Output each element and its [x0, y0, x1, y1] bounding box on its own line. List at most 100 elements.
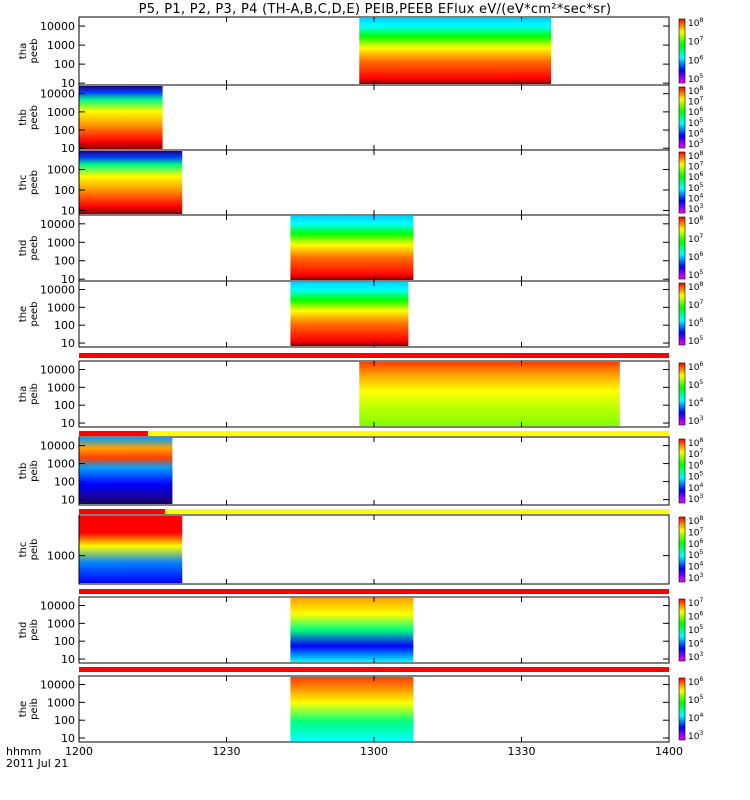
colorbar-tick-label: 107 — [688, 526, 703, 538]
y-tick-label: 100 — [54, 319, 75, 332]
panel-label: thbpeeb — [18, 105, 40, 130]
spectrogram-block — [359, 362, 620, 426]
colorbar-tick-label: 105 — [688, 335, 703, 347]
colorbar-tick-label: 108 — [688, 17, 703, 29]
colorbar-tick-label: 103 — [688, 415, 703, 427]
x-tick-label: 1230 — [213, 745, 241, 758]
colorbar-tick-label: 107 — [688, 36, 703, 48]
colorbar-tick-label: 104 — [688, 561, 703, 573]
spectrogram-block — [359, 18, 551, 84]
colorbar-tick-label: 103 — [688, 730, 703, 742]
y-tick-label: 1000 — [47, 381, 75, 394]
colorbar-tick-label: 104 — [688, 712, 703, 724]
y-tick-label: 10 — [61, 204, 75, 217]
y-tick-label: 100 — [54, 255, 75, 268]
x-tick-label: 1300 — [360, 745, 388, 758]
panel-label: thepeib — [18, 698, 40, 720]
separator-band — [79, 589, 669, 594]
y-tick-label: 10 — [61, 653, 75, 666]
colorbar-tick-label: 104 — [688, 482, 703, 494]
colorbar — [678, 438, 686, 504]
colorbar-tick-label: 105 — [688, 379, 703, 391]
y-tick-label: 1000 — [47, 164, 75, 177]
colorbar-tick-label: 105 — [688, 624, 703, 636]
colorbar-tick-label: 108 — [688, 150, 703, 162]
y-tick-label: 1000 — [47, 550, 75, 563]
colorbar-tick-label: 105 — [688, 73, 703, 85]
separator-band — [79, 353, 669, 358]
colorbar-tick-label: 107 — [688, 233, 703, 245]
panel-label: thapeib — [18, 383, 40, 405]
colorbar-tick-label: 107 — [688, 597, 703, 609]
y-tick-label: 10000 — [40, 218, 75, 231]
colorbar-tick-label: 106 — [688, 538, 703, 550]
spectrogram-block — [290, 598, 414, 662]
spectrogram-block — [79, 438, 173, 504]
colorbar-tick-label: 105 — [688, 182, 703, 194]
y-tick-label: 100 — [54, 124, 75, 137]
colorbar-tick-label: 104 — [688, 397, 703, 409]
colorbar — [678, 677, 686, 741]
x-axis-date-label: 2011 Jul 21 — [6, 757, 69, 770]
y-tick-label: 100 — [54, 476, 75, 489]
spectrogram-block — [79, 516, 183, 583]
y-tick-label: 10000 — [40, 364, 75, 377]
panel-label: thcpeeb — [18, 170, 40, 195]
panel-label: thcpeib — [18, 539, 40, 561]
colorbar — [678, 86, 686, 149]
separator-band — [79, 431, 148, 436]
y-tick-label: 10000 — [40, 600, 75, 613]
y-tick-label: 10 — [61, 732, 75, 745]
y-tick-label: 10000 — [40, 88, 75, 101]
colorbar-tick-label: 108 — [688, 85, 703, 97]
y-tick-label: 10000 — [40, 679, 75, 692]
y-tick-label: 10 — [61, 77, 75, 90]
colorbar-tick-label: 103 — [688, 572, 703, 584]
colorbar-tick-label: 103 — [688, 493, 703, 505]
y-tick-label: 1000 — [47, 236, 75, 249]
y-tick-label: 1000 — [47, 696, 75, 709]
colorbar-tick-label: 107 — [688, 161, 703, 173]
y-tick-label: 10000 — [40, 20, 75, 33]
colorbar-tick-label: 107 — [688, 299, 703, 311]
x-tick-label: 1400 — [655, 745, 683, 758]
colorbar-tick-label: 103 — [688, 203, 703, 215]
panel-label: thdpeeb — [18, 236, 40, 261]
y-tick-label: 100 — [54, 58, 75, 71]
colorbar — [678, 516, 686, 583]
panel-frame — [78, 84, 670, 151]
colorbar-tick-label: 106 — [688, 459, 703, 471]
y-tick-label: 10 — [61, 273, 75, 286]
y-tick-label: 10 — [61, 142, 75, 155]
colorbar-tick-label: 108 — [688, 281, 703, 293]
y-tick-label: 1000 — [47, 617, 75, 630]
separator-band — [148, 431, 669, 436]
x-tick-label: 1200 — [65, 745, 93, 758]
chart-title: P5, P1, P2, P3, P4 (TH-A,B,C,D,E) PEIB,P… — [138, 2, 612, 17]
y-tick-label: 100 — [54, 714, 75, 727]
y-tick-label: 1000 — [47, 106, 75, 119]
separator-band — [79, 667, 669, 672]
colorbar-tick-label: 104 — [688, 638, 703, 650]
spectrogram-block — [290, 677, 414, 741]
colorbar-tick-label: 105 — [688, 694, 703, 706]
x-axis-unit-label: hhmm — [6, 745, 42, 758]
colorbar-tick-label: 103 — [688, 651, 703, 663]
y-tick-label: 10 — [61, 494, 75, 507]
panel-label: thapeeb — [18, 39, 40, 64]
colorbar-tick-label: 107 — [688, 448, 703, 460]
y-tick-label: 100 — [54, 399, 75, 412]
y-tick-label: 1000 — [47, 301, 75, 314]
colorbar-tick-label: 105 — [688, 549, 703, 561]
colorbar — [678, 282, 686, 346]
spectrogram-block — [290, 282, 409, 346]
colorbar-tick-label: 107 — [688, 96, 703, 108]
x-tick-label: 1330 — [508, 745, 536, 758]
spectrogram-block — [79, 151, 183, 214]
colorbar — [678, 151, 686, 214]
separator-band — [165, 509, 669, 514]
colorbar-tick-label: 104 — [688, 127, 703, 139]
y-tick-label: 1000 — [47, 458, 75, 471]
